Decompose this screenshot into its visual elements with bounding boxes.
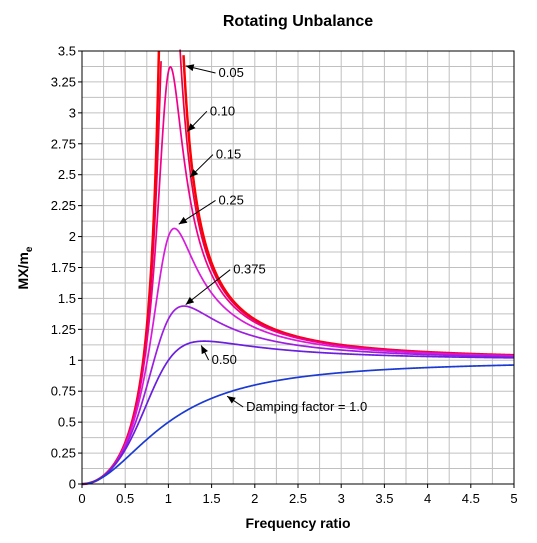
x-axis-label: Frequency ratio [245, 515, 350, 531]
x-tick-label: 4 [424, 491, 431, 506]
x-tick-labels: 0 0.5 1 1.5 2 2.5 3 3.5 4 4.5 5 [78, 484, 518, 506]
y-tick-label: 1.75 [51, 260, 76, 275]
y-tick-label: 3.25 [51, 74, 76, 89]
annotation-label: 0.375 [233, 262, 266, 277]
annotation-arrowhead [185, 296, 195, 305]
annotations: 0.05 0.10 0.15 0.25 0.375 0.50 Damping factor … [178, 64, 367, 414]
x-tick-label: 0.5 [116, 491, 134, 506]
y-tick-label: 3.5 [58, 44, 76, 59]
annotation-label: 0.05 [219, 65, 244, 80]
annotation-label: 0.50 [212, 352, 237, 367]
y-tick-label: 2.5 [58, 167, 76, 182]
x-tick-label: 3.5 [375, 491, 393, 506]
chart-title: Rotating Unbalance [223, 13, 373, 30]
annotation-leader [185, 269, 231, 306]
annotation-arrowhead [227, 396, 236, 404]
series-curves [82, 49, 515, 486]
x-tick-label: 4.5 [462, 491, 480, 506]
x-tick-label: 1 [165, 491, 172, 506]
y-tick-label: 2.75 [51, 136, 76, 151]
y-axis-label: MX/me [15, 246, 35, 289]
annotation-label: 0.15 [216, 147, 241, 162]
y-tick-label: 2.25 [51, 198, 76, 213]
x-tick-label: 0 [78, 491, 85, 506]
series-line-0-375 [82, 305, 515, 485]
y-tick-labels: 0 0.25 0.5 0.75 1 1.25 1.5 1.75 2 2.25 2.5 2.75 3 3.2… [51, 44, 82, 492]
y-tick-label: 1 [69, 353, 76, 368]
y-tick-label: 1.5 [58, 291, 76, 306]
annotation-label: Damping factor = 1.0 [246, 399, 367, 414]
annotation-arrowhead [190, 169, 199, 178]
y-tick-label: 0 [69, 477, 76, 492]
x-tick-label: 1.5 [203, 491, 221, 506]
y-tick-label: 3 [69, 105, 76, 120]
series-line-0-25 [82, 227, 514, 485]
annotation-label: 0.10 [210, 103, 235, 118]
y-tick-label: 0.5 [58, 415, 76, 430]
annotation-arrowhead [178, 216, 188, 225]
series-line-0-5 [82, 340, 515, 485]
grid [82, 51, 514, 484]
x-tick-label: 3 [338, 491, 345, 506]
annotation-arrowhead [201, 345, 208, 355]
y-axis-label-main: MX/m [15, 252, 31, 289]
y-tick-label: 2 [69, 229, 76, 244]
x-tick-label: 5 [510, 491, 517, 506]
series-line-1 [82, 364, 515, 485]
y-tick-label: 0.75 [51, 384, 76, 399]
y-tick-label: 0.25 [51, 446, 76, 461]
annotation-arrowhead [187, 123, 196, 132]
annotation-label: 0.25 [219, 192, 244, 207]
y-tick-label: 1.25 [51, 322, 76, 337]
x-tick-label: 2 [251, 491, 258, 506]
y-axis-label-sub: e [24, 246, 35, 252]
annotation-arrowhead [185, 64, 195, 72]
x-tick-label: 2.5 [289, 491, 307, 506]
